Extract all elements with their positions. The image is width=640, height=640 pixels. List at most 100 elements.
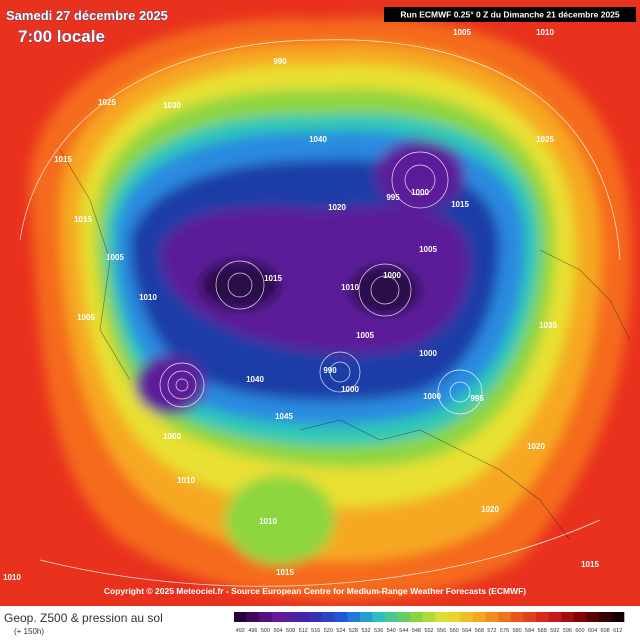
pressure-label: 1010 bbox=[259, 517, 277, 526]
scale-label: 592 bbox=[550, 628, 559, 634]
scale-swatch bbox=[246, 612, 260, 622]
run-box bbox=[384, 7, 636, 22]
pressure-label: 1005 bbox=[419, 245, 437, 254]
scale-label: 576 bbox=[500, 628, 509, 634]
pressure-label: 1010 bbox=[177, 476, 195, 485]
pressure-label: 1005 bbox=[106, 253, 124, 262]
scale-swatch bbox=[523, 612, 537, 622]
geopotential-field bbox=[0, 0, 640, 606]
scale-label: 560 bbox=[450, 628, 459, 634]
scale-label: 496 bbox=[248, 628, 257, 634]
scale-swatch bbox=[561, 612, 574, 622]
scale-swatch bbox=[372, 612, 386, 622]
pressure-label: 1045 bbox=[275, 412, 293, 421]
pressure-label: 995 bbox=[470, 394, 484, 403]
pressure-label: 1015 bbox=[264, 274, 282, 283]
scale-label: 536 bbox=[374, 628, 383, 634]
scale-label: 568 bbox=[475, 628, 484, 634]
scale-label: 580 bbox=[512, 628, 521, 634]
scale-label: 548 bbox=[412, 628, 421, 634]
scale-swatch bbox=[598, 612, 612, 622]
pressure-label: 1010 bbox=[3, 573, 21, 582]
scale-label: 604 bbox=[588, 628, 597, 634]
scale-swatch bbox=[309, 612, 323, 622]
lead-time: (+ 150h) bbox=[14, 627, 44, 636]
pressure-label: 1040 bbox=[246, 375, 264, 384]
pressure-label: 1030 bbox=[163, 101, 181, 110]
scale-label: 608 bbox=[601, 628, 610, 634]
legend-title: Geop. Z500 & pression au sol bbox=[4, 611, 163, 625]
scale-label: 584 bbox=[525, 628, 534, 634]
run-info: Run ECMWF 0.25° 0 Z du Dimanche 21 décem… bbox=[400, 10, 620, 20]
pressure-label: 1015 bbox=[74, 215, 92, 224]
pressure-label: 1020 bbox=[527, 442, 545, 451]
scale-swatch bbox=[611, 612, 625, 622]
pressure-label: 1005 bbox=[77, 313, 95, 322]
scale-swatch bbox=[573, 612, 587, 622]
scale-label: 596 bbox=[563, 628, 572, 634]
scale-swatch bbox=[435, 612, 449, 622]
pressure-label: 1040 bbox=[309, 135, 327, 144]
scale-swatch bbox=[498, 612, 512, 622]
scale-label: 512 bbox=[299, 628, 308, 634]
pressure-label: 1015 bbox=[451, 200, 469, 209]
pressure-label: 1000 bbox=[411, 188, 429, 197]
scale-swatch bbox=[410, 612, 424, 622]
scale-swatch bbox=[384, 612, 398, 622]
pressure-label: 1010 bbox=[341, 283, 359, 292]
scale-label: 612 bbox=[613, 628, 622, 634]
scale-label: 552 bbox=[424, 628, 433, 634]
pressure-label: 1025 bbox=[98, 98, 116, 107]
scale-label: 528 bbox=[349, 628, 358, 634]
scale-label: 500 bbox=[261, 628, 270, 634]
scale-label: 504 bbox=[273, 628, 282, 634]
scale-label: 516 bbox=[311, 628, 320, 634]
pressure-label: 1005 bbox=[356, 331, 374, 340]
pressure-label: 1015 bbox=[581, 560, 599, 569]
scale-swatch bbox=[234, 612, 247, 622]
pressure-labels: 1005 1010 1025 1030 990 1015 1015 1005 1010 1005 1… bbox=[3, 28, 599, 582]
scale-label: 556 bbox=[437, 628, 446, 634]
pressure-label: 990 bbox=[323, 366, 337, 375]
scale-label: 564 bbox=[462, 628, 471, 634]
scale-swatch bbox=[284, 612, 298, 622]
scale-swatch bbox=[397, 612, 411, 622]
pressure-label: 1025 bbox=[536, 135, 554, 144]
scale-swatch bbox=[359, 612, 373, 622]
scale-swatch bbox=[259, 612, 273, 622]
scale-swatch bbox=[322, 612, 335, 622]
scale-swatch bbox=[296, 612, 310, 622]
scale-swatch bbox=[510, 612, 524, 622]
pressure-label: 1020 bbox=[328, 203, 346, 212]
scale-swatch bbox=[447, 612, 461, 622]
scale-label: 520 bbox=[324, 628, 333, 634]
scale-label: 492 bbox=[236, 628, 245, 634]
pressure-label: 1000 bbox=[383, 271, 401, 280]
scale-swatch bbox=[473, 612, 486, 622]
pressure-label: 1010 bbox=[536, 28, 554, 37]
scale-label: 544 bbox=[399, 628, 408, 634]
scale-swatch bbox=[422, 612, 436, 622]
copyright: Copyright © 2025 Meteociel.fr - Source E… bbox=[104, 586, 526, 596]
pressure-label: 990 bbox=[273, 57, 287, 66]
scale-swatch bbox=[485, 612, 499, 622]
scale-label: 588 bbox=[538, 628, 547, 634]
scale-label: 572 bbox=[487, 628, 496, 634]
scale-swatch bbox=[334, 612, 348, 622]
pressure-label: 1035 bbox=[539, 321, 557, 330]
local-time: 7:00 locale bbox=[18, 27, 105, 46]
scale-swatch bbox=[271, 612, 285, 622]
scale-swatch bbox=[347, 612, 361, 622]
pressure-label: 1010 bbox=[139, 293, 157, 302]
pressure-label: 1015 bbox=[54, 155, 72, 164]
pressure-label: 1020 bbox=[481, 505, 499, 514]
scale-swatch bbox=[535, 612, 549, 622]
scale-label: 524 bbox=[336, 628, 345, 634]
forecast-date: Samedi 27 décembre 2025 bbox=[6, 8, 168, 23]
pressure-label: 1015 bbox=[276, 568, 294, 577]
pressure-label: 1000 bbox=[423, 392, 441, 401]
scale-label: 540 bbox=[387, 628, 396, 634]
scale-label: 508 bbox=[286, 628, 295, 634]
legend-strip bbox=[0, 606, 640, 640]
